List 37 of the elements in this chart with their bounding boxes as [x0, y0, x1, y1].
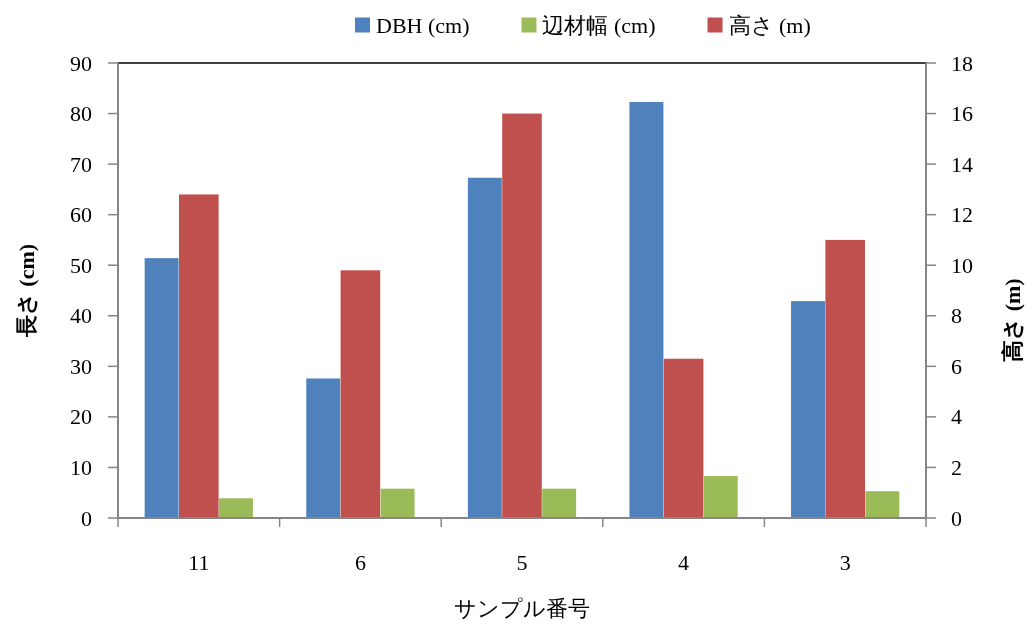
x-tick-label: 3: [839, 549, 851, 575]
x-tick-label: 6: [354, 549, 366, 575]
y2-tick-label: 0: [951, 505, 962, 531]
bar: [380, 488, 415, 518]
y2-tick-label: 18: [951, 50, 973, 76]
y2-tick-label: 4: [951, 404, 962, 430]
y-tick-label: 20: [70, 404, 92, 430]
y-tick-label: 60: [70, 202, 92, 228]
bar: [219, 498, 253, 518]
x-tick-label: 5: [516, 549, 528, 575]
y2-tick-label: 12: [951, 202, 973, 228]
legend-label: 辺材幅 (cm): [542, 12, 656, 38]
y2-tick-label: 14: [951, 151, 973, 177]
y2-tick-label: 2: [951, 454, 962, 480]
y-tick-label: 30: [70, 353, 92, 379]
y-tick-label: 50: [70, 252, 92, 278]
bar: [865, 491, 900, 518]
y2-tick-label: 10: [951, 252, 973, 278]
y2-tick-label: 6: [951, 353, 962, 379]
bar: [629, 101, 664, 518]
y2-axis-title: 高さ (m): [1000, 278, 1026, 362]
y-tick-label: 10: [70, 454, 92, 480]
x-axis-title: サンプル番号: [454, 595, 590, 621]
y-tick-label: 90: [70, 50, 92, 76]
bar: [542, 488, 577, 518]
y-axis-title: 長さ (cm): [13, 243, 39, 339]
x-tick-label: 4: [678, 549, 690, 575]
legend-label: DBH (cm): [376, 12, 470, 38]
y-tick-label: 80: [70, 101, 92, 127]
legend-label: 高さ (m): [728, 12, 811, 38]
bar: [703, 476, 738, 518]
y2-tick-label: 8: [951, 303, 962, 329]
y-tick-label: 70: [70, 151, 92, 177]
y-tick-label: 0: [81, 505, 92, 531]
x-tick-label: 11: [188, 549, 210, 575]
y2-tick-label: 16: [951, 101, 973, 127]
y-tick-label: 40: [70, 303, 92, 329]
